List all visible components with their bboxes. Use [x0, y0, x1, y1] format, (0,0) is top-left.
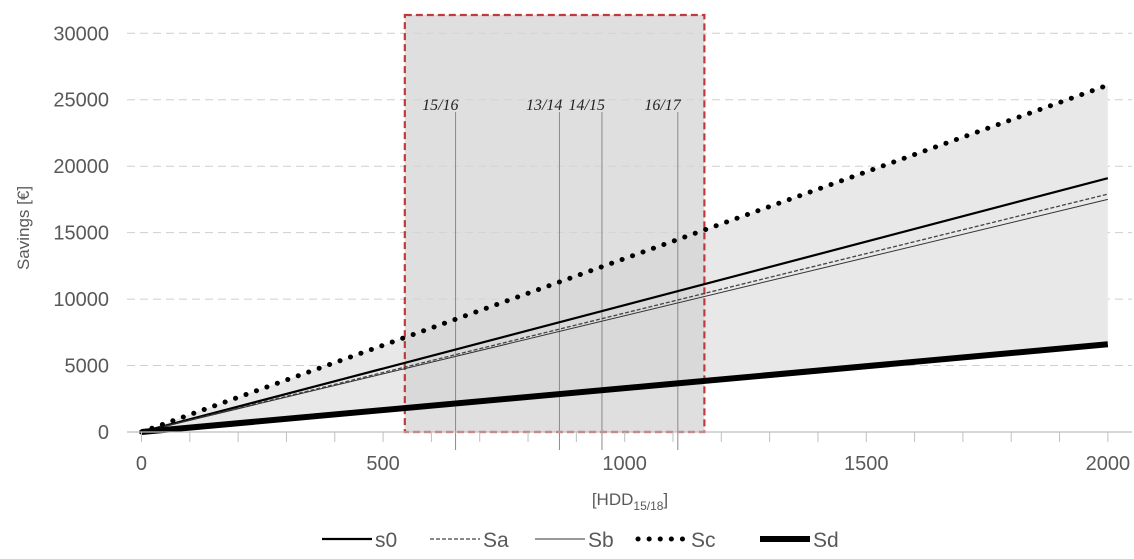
- series-line-s0: [141, 177, 1109, 434]
- season-marker-label-0: 15/16: [422, 97, 458, 114]
- x-tick-label-1: 500: [366, 453, 399, 475]
- highlight-border: [403, 13, 706, 434]
- season-marker-label-2: 14/15: [569, 97, 605, 114]
- y-tick-label-1: 5000: [65, 356, 110, 378]
- x-tick-label-3: 1500: [844, 453, 889, 475]
- legend-label-sa: Sa: [483, 529, 509, 552]
- season-marker-label-1: 13/14: [526, 97, 562, 114]
- series-line-sa: [141, 193, 1108, 433]
- legend-label-sb: Sb: [588, 529, 614, 552]
- legend: s0 Sa Sb Sc Sd: [322, 529, 839, 552]
- highlight-region: [403, 13, 706, 434]
- legend-label-s0: s0: [375, 529, 397, 552]
- y-tick-label-0: 0: [98, 422, 109, 444]
- series-line-sd: [141, 341, 1109, 435]
- x-tick-label-0: 0: [136, 453, 147, 475]
- highlight-fill: [404, 15, 705, 432]
- series-line-sc: [138, 82, 1111, 435]
- series-lines: [138, 82, 1111, 435]
- x-tick-label-4: 2000: [1086, 453, 1131, 475]
- series-line-sb: [141, 198, 1108, 433]
- y-tick-label-4: 20000: [53, 156, 109, 178]
- y-tick-label-5: 25000: [53, 90, 109, 112]
- y-tick-label-6: 30000: [53, 23, 109, 45]
- axes: 0 500 1000 1500 2000050001000015000200002500…: [14, 23, 1132, 513]
- legend-label-sd: Sd: [813, 529, 839, 552]
- x-axis-title: [HDD15/18]: [592, 490, 668, 513]
- y-tick-label-3: 15000: [53, 223, 109, 245]
- season-marker-label-3: 16/17: [644, 97, 681, 114]
- y-axis-title: Savings [€]: [14, 186, 33, 270]
- x-tick-label-2: 1000: [602, 453, 647, 475]
- y-tick-label-2: 10000: [53, 289, 109, 311]
- season-markers: 15/16 13/14 14/15 16/17: [422, 97, 682, 450]
- legend-label-sc: Sc: [691, 529, 716, 552]
